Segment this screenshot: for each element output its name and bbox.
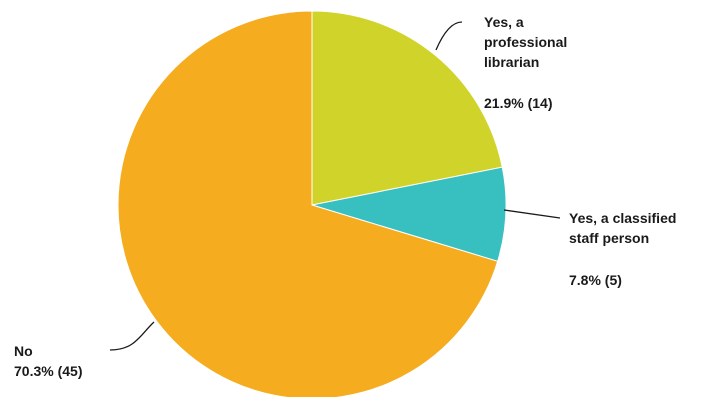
leader-line-professional-librarian bbox=[435, 21, 463, 51]
pie-slice-no bbox=[117, 10, 499, 397]
pie-slices bbox=[117, 10, 507, 397]
leader-line-no bbox=[109, 321, 155, 351]
slice-label-line: Yes, a classified bbox=[569, 210, 676, 226]
slice-label-professional-librarian: Yes, a professional librarian bbox=[484, 14, 571, 70]
slice-value-classified-staff: 7.8% (5) bbox=[569, 272, 622, 288]
slice-value-professional-librarian: 21.9% (14) bbox=[484, 95, 552, 111]
slice-label-line: staff person bbox=[569, 230, 649, 246]
slice-label-line: librarian bbox=[484, 54, 539, 70]
pie-slice-professional-librarian bbox=[311, 10, 503, 206]
slice-value-no: 70.3% (45) bbox=[14, 363, 82, 379]
slice-label-classified-staff: Yes, a classified staff person bbox=[569, 210, 680, 246]
slice-label-no: No bbox=[14, 343, 33, 359]
slice-label-line: Yes, a bbox=[484, 14, 524, 30]
leader-line-classified-staff bbox=[503, 209, 561, 219]
pie-slice-classified-staff bbox=[311, 166, 507, 262]
slice-label-line: professional bbox=[484, 34, 567, 50]
